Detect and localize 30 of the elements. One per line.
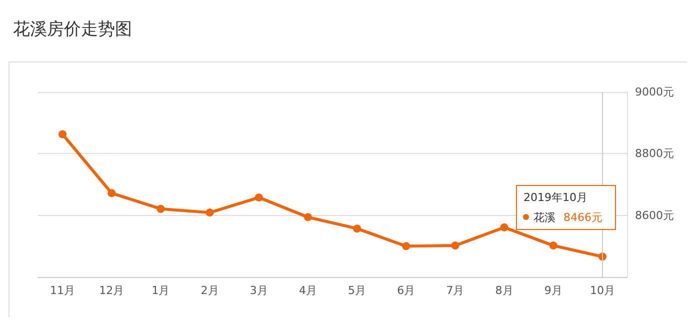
y-tick-label: 9000元 — [635, 86, 674, 98]
x-tick-label: 11月 — [50, 284, 76, 297]
x-tick-label: 5月 — [348, 284, 366, 297]
x-tick-label: 10月 — [590, 284, 615, 297]
x-tick-label: 4月 — [298, 284, 317, 297]
point — [206, 208, 214, 217]
x-tick-label: 9月 — [544, 284, 562, 297]
point — [402, 242, 410, 250]
point — [549, 242, 558, 250]
point — [353, 224, 362, 233]
x-tick-label: 7月 — [446, 284, 464, 297]
x-tick-label: 2月 — [200, 284, 219, 297]
y-tick-label: 8800元 — [635, 147, 674, 160]
legend-label: 花溪 — [533, 210, 556, 225]
point — [254, 193, 263, 202]
point — [58, 130, 67, 138]
x-tick-label: 12月 — [99, 284, 124, 297]
chart-title: 花溪房价走势图 — [13, 20, 132, 40]
x-tick-label: 1月 — [152, 284, 170, 297]
point — [304, 213, 312, 222]
point — [500, 223, 508, 232]
x-tick-label: 8月 — [495, 284, 514, 297]
point — [108, 189, 116, 198]
x-tick-label: 6月 — [397, 284, 416, 297]
point — [451, 242, 460, 250]
y-tick-label: 8600元 — [635, 208, 674, 222]
point — [156, 204, 165, 213]
annotation: 2019年10月 — [523, 190, 588, 205]
x-tick-label: 3月 — [250, 284, 268, 297]
data-label: 8466元 — [563, 210, 602, 225]
